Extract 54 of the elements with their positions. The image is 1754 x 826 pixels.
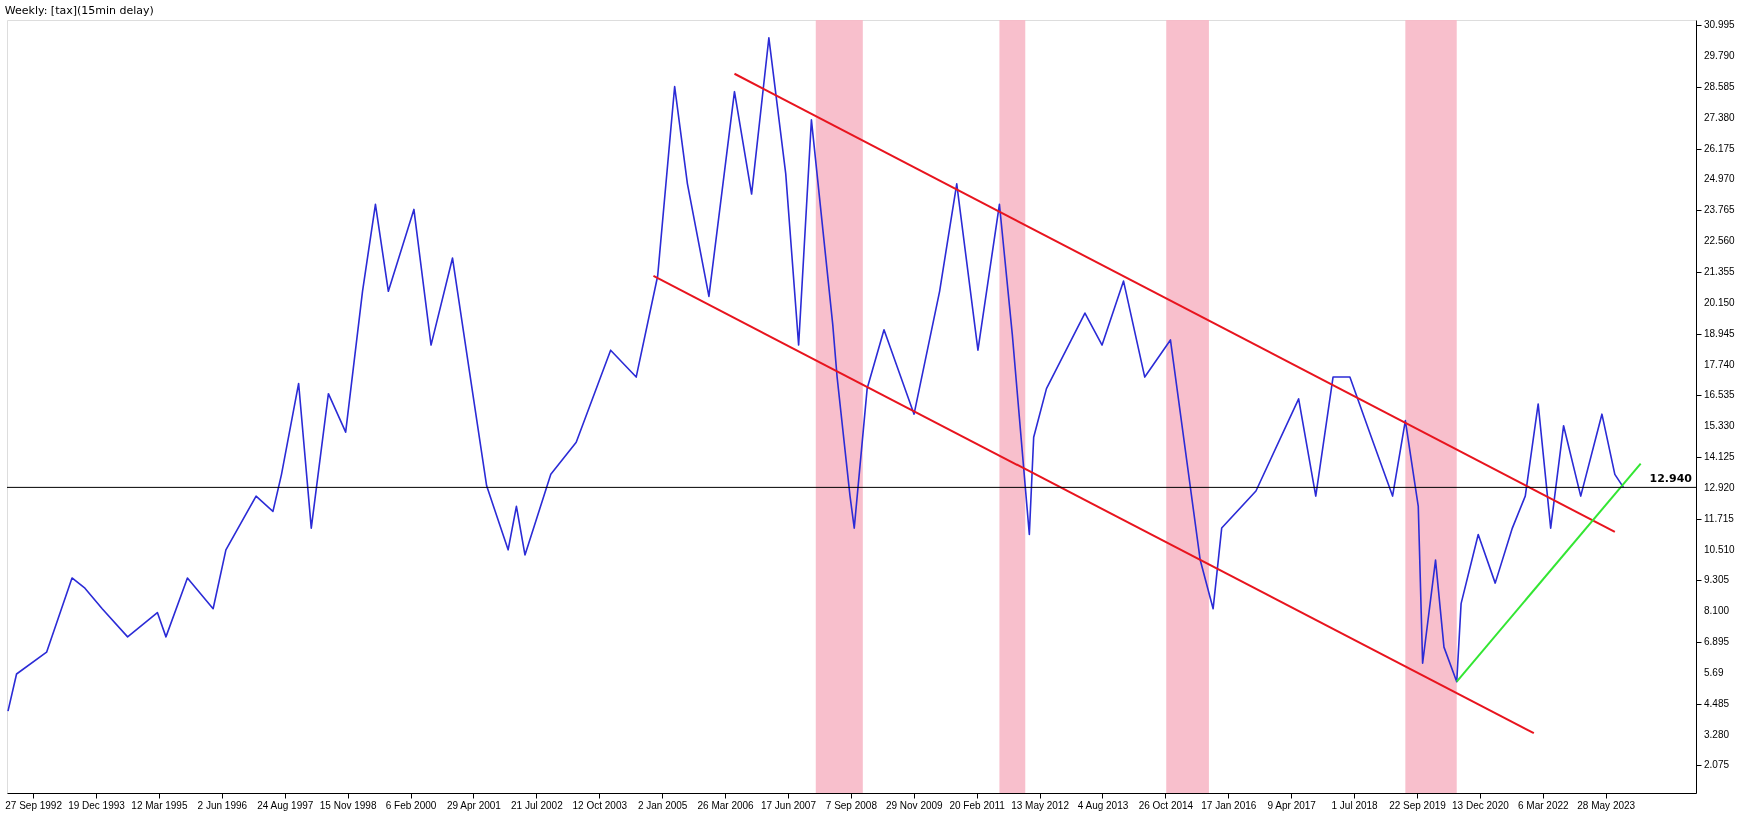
y-tick-label: 11.715 bbox=[1704, 512, 1735, 524]
x-tick-label: 12 Oct 2003 bbox=[572, 799, 628, 811]
x-tick-label: 24 Aug 1997 bbox=[257, 799, 314, 811]
y-tick-label: 6.895 bbox=[1704, 636, 1730, 648]
y-tick-label: 26.175 bbox=[1704, 142, 1736, 154]
y-tick-label: 18.945 bbox=[1704, 327, 1736, 339]
y-tick-label: 5.69 bbox=[1704, 666, 1724, 678]
y-tick-label: 12.920 bbox=[1704, 481, 1736, 493]
x-tick-label: 26 Oct 2014 bbox=[1138, 799, 1194, 811]
y-tick-label: 21.355 bbox=[1704, 265, 1736, 277]
x-tick-label: 1 Jul 2018 bbox=[1331, 799, 1379, 811]
y-tick-label: 4.485 bbox=[1704, 697, 1730, 709]
x-tick-label: 20 Feb 2011 bbox=[949, 799, 1006, 811]
y-tick-label: 10.510 bbox=[1704, 543, 1736, 555]
x-tick-label: 29 Nov 2009 bbox=[885, 799, 944, 811]
y-tick-label: 23.765 bbox=[1704, 204, 1736, 216]
x-tick-label: 27 Sep 1992 bbox=[5, 799, 63, 811]
x-tick-label: 26 Mar 2006 bbox=[697, 799, 755, 811]
x-tick-label: 19 Dec 1993 bbox=[68, 799, 126, 811]
y-tick-label: 28.585 bbox=[1704, 80, 1736, 92]
y-tick-label: 17.740 bbox=[1704, 358, 1736, 370]
x-tick-label: 2 Jun 1996 bbox=[197, 799, 248, 811]
y-tick-label: 8.100 bbox=[1704, 605, 1730, 617]
x-tick-label: 12 Mar 1995 bbox=[131, 799, 188, 811]
y-tick-label: 3.280 bbox=[1704, 728, 1730, 740]
y-tick-label: 16.535 bbox=[1704, 389, 1736, 401]
y-tick-label: 30.995 bbox=[1704, 19, 1736, 31]
line-series bbox=[7, 37, 1625, 712]
x-tick-label: 6 Feb 2000 bbox=[385, 799, 437, 811]
y-tick-label: 29.790 bbox=[1704, 50, 1736, 62]
x-tick-label: 13 May 2012 bbox=[1011, 799, 1070, 811]
x-tick-label: 7 Sep 2008 bbox=[825, 799, 878, 811]
chart-title: Weekly: [tax](15min delay) bbox=[4, 4, 154, 17]
x-tick-label: 13 Dec 2020 bbox=[1452, 799, 1510, 811]
y-tick-label: 2.075 bbox=[1704, 759, 1730, 771]
y-tick-label: 22.560 bbox=[1704, 235, 1736, 247]
y-tick-label: 24.970 bbox=[1704, 173, 1736, 185]
y-tick-label: 14.125 bbox=[1704, 451, 1736, 463]
x-tick-label: 6 Mar 2022 bbox=[1518, 799, 1570, 811]
x-tick-label: 21 Jul 2002 bbox=[510, 799, 564, 811]
x-tick-label: 29 Apr 2001 bbox=[446, 799, 502, 811]
y-tick-label: 27.380 bbox=[1704, 111, 1736, 123]
ref-line-label: 12.940 bbox=[1649, 472, 1693, 486]
x-tick-label: 2 Jan 2005 bbox=[637, 799, 688, 811]
x-tick-label: 15 Nov 1998 bbox=[319, 799, 377, 811]
x-tick-label: 9 Apr 2017 bbox=[1267, 799, 1317, 811]
y-tick-label: 20.150 bbox=[1704, 296, 1736, 308]
x-tick-label: 17 Jan 2016 bbox=[1201, 799, 1257, 811]
y-tick-label: 15.330 bbox=[1704, 420, 1736, 432]
x-tick-label: 17 Jun 2007 bbox=[760, 799, 817, 811]
x-tick-label: 22 Sep 2019 bbox=[1389, 799, 1447, 811]
y-tick-label: 9.305 bbox=[1704, 574, 1730, 586]
x-tick-label: 28 May 2023 bbox=[1577, 799, 1636, 811]
x-tick-label: 4 Aug 2013 bbox=[1077, 799, 1129, 811]
